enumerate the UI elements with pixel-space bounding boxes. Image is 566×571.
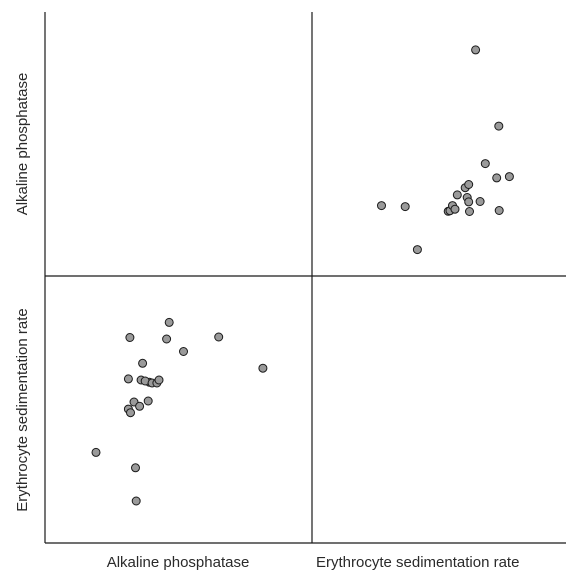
scatter-point-bottom-left-20 — [131, 463, 140, 473]
scatter-point-bottom-left-2 — [162, 334, 172, 344]
panel-frames — [44, 12, 566, 544]
scatter-point-bottom-left-3 — [179, 347, 188, 356]
panel-bottom-left — [91, 317, 268, 506]
scatter-point-top-right-14 — [475, 197, 485, 206]
scatter-point-bottom-left-5 — [258, 363, 268, 373]
scatter-point-top-right-18 — [494, 121, 504, 131]
row-label-top: Alkaline phosphatase — [14, 73, 31, 216]
scatter-point-bottom-left-18 — [126, 408, 135, 418]
scatter-point-bottom-left-4 — [214, 332, 224, 342]
scatter-point-bottom-left-12 — [154, 375, 164, 385]
scatter-point-top-right-12 — [465, 207, 474, 216]
scatter-point-top-right-2 — [412, 245, 422, 255]
scatter-point-top-right-11 — [464, 180, 474, 189]
scatter-point-bottom-left-21 — [131, 496, 141, 506]
scatter-point-top-right-19 — [504, 172, 514, 182]
scatter-point-top-right-0 — [377, 201, 386, 211]
scatter-point-bottom-left-19 — [91, 447, 101, 457]
scatter-point-bottom-left-16 — [135, 401, 145, 411]
scatter-point-top-right-1 — [400, 202, 410, 212]
column-label-right: Erythrocyte sedimentation rate — [316, 554, 519, 571]
row-label-bottom: Erythrocyte sedimentation rate — [14, 308, 31, 511]
scatter-point-top-right-13 — [471, 45, 481, 55]
scatter-point-top-right-17 — [494, 206, 504, 215]
scatter-point-top-right-15 — [480, 159, 490, 169]
scatter-point-top-right-6 — [450, 204, 460, 214]
scatter-point-bottom-left-14 — [143, 396, 153, 406]
scatter-point-top-right-10 — [464, 197, 474, 207]
scatter-point-bottom-left-1 — [164, 317, 174, 327]
scatter-point-top-right-7 — [452, 190, 462, 200]
scatter-point-top-right-16 — [492, 173, 502, 183]
panel-top-right — [377, 45, 514, 255]
scatter-point-bottom-left-13 — [138, 358, 148, 368]
scatter-point-bottom-left-0 — [125, 333, 135, 342]
column-label-left: Alkaline phosphatase — [107, 554, 250, 571]
scatter-point-bottom-left-7 — [123, 374, 133, 384]
